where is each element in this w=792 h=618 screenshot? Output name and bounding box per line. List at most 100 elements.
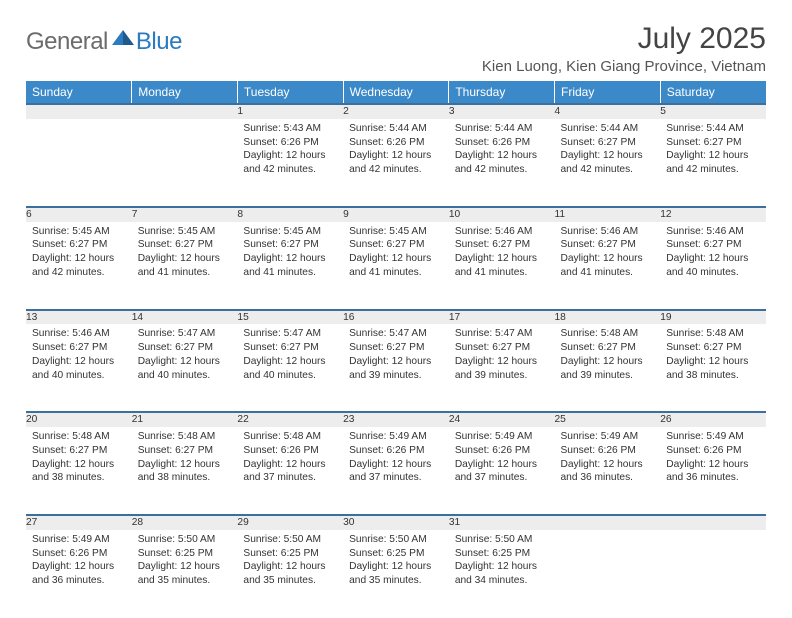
sunrise-line: Sunrise: 5:49 AM xyxy=(455,430,549,444)
daylight-line: Daylight: 12 hours and 40 minutes. xyxy=(32,355,126,383)
calendar-week-row: Sunrise: 5:46 AMSunset: 6:27 PMDaylight:… xyxy=(26,324,766,412)
cell-body: Sunrise: 5:48 AMSunset: 6:27 PMDaylight:… xyxy=(26,427,132,489)
day-number: 1 xyxy=(237,104,343,119)
sunrise-line: Sunrise: 5:48 AM xyxy=(666,327,760,341)
day-number: 6 xyxy=(26,207,132,222)
cell-body: Sunrise: 5:50 AMSunset: 6:25 PMDaylight:… xyxy=(132,530,238,592)
weekday-header: Tuesday xyxy=(237,81,343,104)
calendar-cell xyxy=(26,119,132,207)
cell-body: Sunrise: 5:44 AMSunset: 6:27 PMDaylight:… xyxy=(660,119,766,181)
weekday-header: Sunday xyxy=(26,81,132,104)
day-number: 13 xyxy=(26,310,132,325)
daynum-row: 13141516171819 xyxy=(26,310,766,325)
calendar-cell: Sunrise: 5:47 AMSunset: 6:27 PMDaylight:… xyxy=(449,324,555,412)
daynum-row: 2728293031 xyxy=(26,515,766,530)
day-number: 28 xyxy=(132,515,238,530)
cell-body: Sunrise: 5:49 AMSunset: 6:26 PMDaylight:… xyxy=(26,530,132,592)
daylight-line: Daylight: 12 hours and 36 minutes. xyxy=(32,560,126,588)
sunrise-line: Sunrise: 5:45 AM xyxy=(32,225,126,239)
cell-body: Sunrise: 5:50 AMSunset: 6:25 PMDaylight:… xyxy=(237,530,343,592)
page-header: General Blue July 2025 Kien Luong, Kien … xyxy=(26,22,766,75)
day-number xyxy=(555,515,661,530)
daylight-line: Daylight: 12 hours and 35 minutes. xyxy=(138,560,232,588)
daylight-line: Daylight: 12 hours and 42 minutes. xyxy=(349,149,443,177)
day-number: 19 xyxy=(660,310,766,325)
cell-body: Sunrise: 5:43 AMSunset: 6:26 PMDaylight:… xyxy=(237,119,343,181)
cell-body: Sunrise: 5:47 AMSunset: 6:27 PMDaylight:… xyxy=(237,324,343,386)
sunset-line: Sunset: 6:27 PM xyxy=(32,444,126,458)
sunrise-line: Sunrise: 5:47 AM xyxy=(455,327,549,341)
daylight-line: Daylight: 12 hours and 40 minutes. xyxy=(243,355,337,383)
sunset-line: Sunset: 6:26 PM xyxy=(349,444,443,458)
day-number: 9 xyxy=(343,207,449,222)
daylight-line: Daylight: 12 hours and 36 minutes. xyxy=(561,458,655,486)
calendar-cell xyxy=(555,530,661,618)
calendar-cell: Sunrise: 5:44 AMSunset: 6:27 PMDaylight:… xyxy=(555,119,661,207)
day-number: 27 xyxy=(26,515,132,530)
sunrise-line: Sunrise: 5:47 AM xyxy=(349,327,443,341)
weekday-header: Wednesday xyxy=(343,81,449,104)
day-number: 8 xyxy=(237,207,343,222)
sunrise-line: Sunrise: 5:49 AM xyxy=(561,430,655,444)
cell-body: Sunrise: 5:44 AMSunset: 6:27 PMDaylight:… xyxy=(555,119,661,181)
calendar-cell: Sunrise: 5:45 AMSunset: 6:27 PMDaylight:… xyxy=(132,222,238,310)
day-number: 18 xyxy=(555,310,661,325)
sunset-line: Sunset: 6:27 PM xyxy=(138,444,232,458)
calendar-cell: Sunrise: 5:47 AMSunset: 6:27 PMDaylight:… xyxy=(237,324,343,412)
brand-logo: General Blue xyxy=(26,28,182,56)
sunset-line: Sunset: 6:26 PM xyxy=(666,444,760,458)
cell-body: Sunrise: 5:45 AMSunset: 6:27 PMDaylight:… xyxy=(343,222,449,284)
daynum-row: 20212223242526 xyxy=(26,412,766,427)
daylight-line: Daylight: 12 hours and 41 minutes. xyxy=(138,252,232,280)
day-number: 10 xyxy=(449,207,555,222)
sunset-line: Sunset: 6:27 PM xyxy=(349,238,443,252)
daylight-line: Daylight: 12 hours and 41 minutes. xyxy=(243,252,337,280)
sunrise-line: Sunrise: 5:43 AM xyxy=(243,122,337,136)
day-number: 3 xyxy=(449,104,555,119)
sunrise-line: Sunrise: 5:46 AM xyxy=(666,225,760,239)
daylight-line: Daylight: 12 hours and 39 minutes. xyxy=(561,355,655,383)
calendar-table: SundayMondayTuesdayWednesdayThursdayFrid… xyxy=(26,81,766,618)
daylight-line: Daylight: 12 hours and 39 minutes. xyxy=(455,355,549,383)
sunrise-line: Sunrise: 5:45 AM xyxy=(243,225,337,239)
daylight-line: Daylight: 12 hours and 42 minutes. xyxy=(243,149,337,177)
day-number: 22 xyxy=(237,412,343,427)
weekday-header: Saturday xyxy=(660,81,766,104)
calendar-cell: Sunrise: 5:48 AMSunset: 6:27 PMDaylight:… xyxy=(26,427,132,515)
sunrise-line: Sunrise: 5:50 AM xyxy=(243,533,337,547)
day-number: 11 xyxy=(555,207,661,222)
daylight-line: Daylight: 12 hours and 38 minutes. xyxy=(32,458,126,486)
sunset-line: Sunset: 6:27 PM xyxy=(455,341,549,355)
calendar-cell: Sunrise: 5:43 AMSunset: 6:26 PMDaylight:… xyxy=(237,119,343,207)
logo-text-blue: Blue xyxy=(136,28,182,56)
sunset-line: Sunset: 6:27 PM xyxy=(32,341,126,355)
daylight-line: Daylight: 12 hours and 35 minutes. xyxy=(349,560,443,588)
day-number: 12 xyxy=(660,207,766,222)
month-title: July 2025 xyxy=(482,22,766,56)
day-number xyxy=(660,515,766,530)
sunrise-line: Sunrise: 5:45 AM xyxy=(138,225,232,239)
day-number: 23 xyxy=(343,412,449,427)
cell-body: Sunrise: 5:46 AMSunset: 6:27 PMDaylight:… xyxy=(555,222,661,284)
daylight-line: Daylight: 12 hours and 41 minutes. xyxy=(455,252,549,280)
daylight-line: Daylight: 12 hours and 37 minutes. xyxy=(349,458,443,486)
cell-body: Sunrise: 5:46 AMSunset: 6:27 PMDaylight:… xyxy=(660,222,766,284)
sunset-line: Sunset: 6:27 PM xyxy=(561,238,655,252)
sunset-line: Sunset: 6:27 PM xyxy=(243,238,337,252)
day-number: 29 xyxy=(237,515,343,530)
sunset-line: Sunset: 6:27 PM xyxy=(138,341,232,355)
calendar-cell: Sunrise: 5:45 AMSunset: 6:27 PMDaylight:… xyxy=(343,222,449,310)
sunrise-line: Sunrise: 5:48 AM xyxy=(561,327,655,341)
cell-body: Sunrise: 5:48 AMSunset: 6:27 PMDaylight:… xyxy=(660,324,766,386)
sunrise-line: Sunrise: 5:47 AM xyxy=(138,327,232,341)
sunset-line: Sunset: 6:26 PM xyxy=(243,444,337,458)
sunset-line: Sunset: 6:27 PM xyxy=(455,238,549,252)
sunrise-line: Sunrise: 5:44 AM xyxy=(561,122,655,136)
calendar-cell xyxy=(660,530,766,618)
sunrise-line: Sunrise: 5:48 AM xyxy=(243,430,337,444)
cell-body: Sunrise: 5:49 AMSunset: 6:26 PMDaylight:… xyxy=(343,427,449,489)
sunset-line: Sunset: 6:27 PM xyxy=(666,136,760,150)
daylight-line: Daylight: 12 hours and 41 minutes. xyxy=(561,252,655,280)
logo-text-general: General xyxy=(26,28,108,56)
calendar-cell: Sunrise: 5:48 AMSunset: 6:27 PMDaylight:… xyxy=(660,324,766,412)
